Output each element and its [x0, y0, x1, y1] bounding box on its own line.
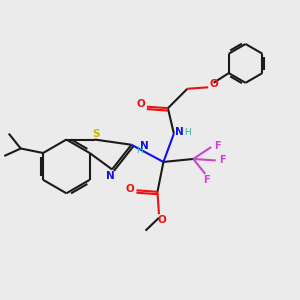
Text: N: N — [175, 127, 184, 137]
Text: F: F — [203, 176, 210, 185]
Text: O: O — [136, 99, 145, 109]
Text: F: F — [214, 140, 220, 151]
Text: F: F — [219, 155, 226, 166]
Text: N: N — [106, 171, 115, 181]
Text: N: N — [140, 141, 149, 151]
Text: O: O — [126, 184, 134, 194]
Text: O: O — [210, 79, 219, 89]
Text: O: O — [158, 214, 166, 225]
Text: H: H — [136, 146, 143, 155]
Text: S: S — [92, 129, 100, 139]
Text: H: H — [184, 128, 191, 136]
